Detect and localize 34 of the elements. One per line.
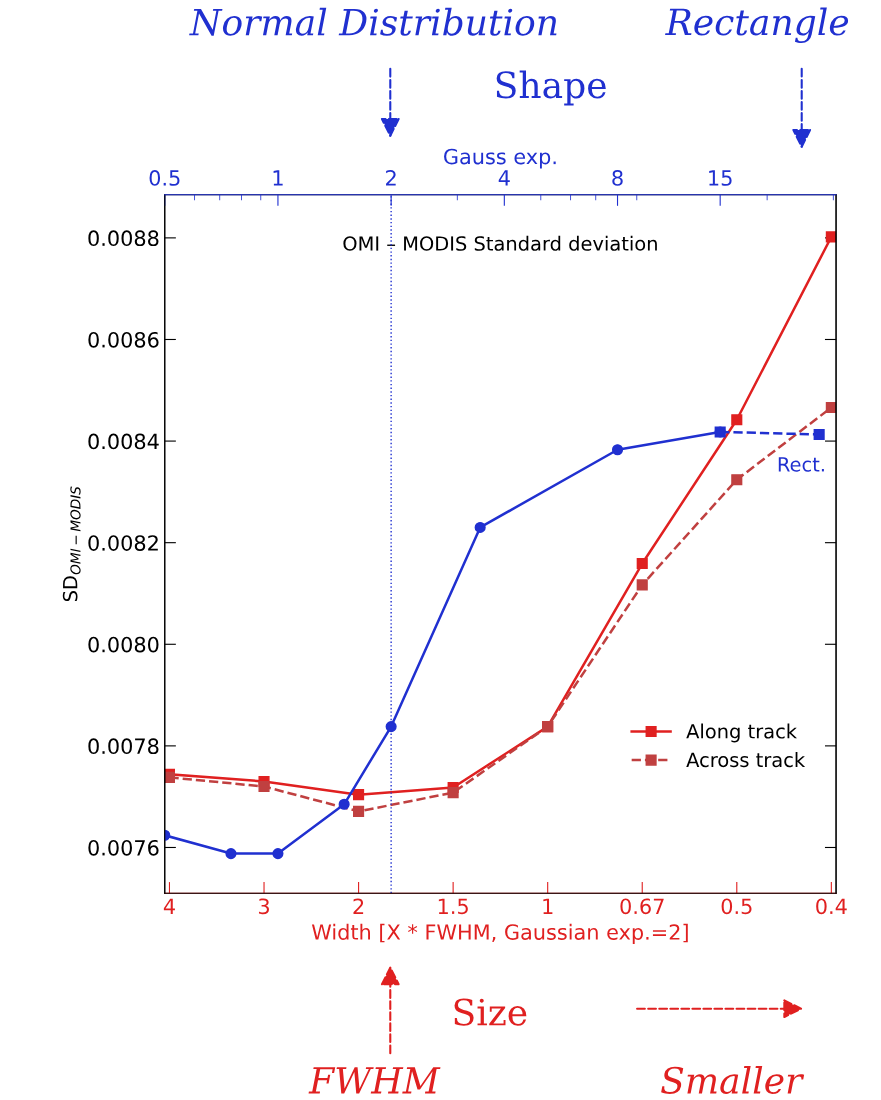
x-axis-title: Width [X * FWHM, Gaussian exp.=2] — [311, 923, 688, 944]
y-tick-label: 0.0078 — [88, 738, 159, 755]
y-tick-label: 0.0080 — [88, 636, 159, 653]
y-axis-title: SD$_{OMI−MODIS}$ — [62, 486, 81, 602]
y-tick-label: 0.0084 — [88, 433, 159, 450]
x2-axis-title: Gauss exp. — [444, 148, 556, 169]
x-tick-label: 2 — [353, 898, 364, 914]
x-tick-label: 3 — [258, 898, 269, 915]
text: Size — [454, 998, 527, 1026]
text: OMI – MODIS Standard deviation — [343, 235, 657, 251]
legend-label: Along track — [686, 723, 797, 743]
x2-tick-label: 0.5 — [149, 170, 180, 186]
legend-label: Across track — [686, 752, 806, 768]
text: Rectangle — [665, 7, 849, 44]
x-tick-label: 1.5 — [438, 898, 468, 915]
x-tick-label: 4 — [163, 898, 175, 914]
y-tick-label: 0.0088 — [88, 230, 159, 247]
x-tick-label: 0.67 — [620, 898, 664, 915]
y-tick-label: 0.0082 — [88, 535, 158, 551]
text: Smaller — [661, 1066, 805, 1094]
text: FWHM — [308, 1067, 441, 1094]
x-tick-label: 0.5 — [721, 898, 752, 915]
x2-tick-label: 2 — [386, 170, 396, 186]
text: Shape — [496, 70, 606, 106]
x2-tick-label: 8 — [612, 170, 623, 186]
y-tick-label: 0.0086 — [88, 331, 159, 348]
x2-tick-label: 1 — [273, 170, 283, 186]
y-tick-label: 0.0076 — [88, 839, 159, 856]
text: Normal Distribution — [189, 7, 557, 36]
x2-tick-label: 15 — [709, 170, 732, 186]
x2-tick-label: 4 — [498, 170, 510, 186]
x-tick-label: 1 — [543, 898, 553, 914]
x-tick-label: 0.4 — [816, 898, 847, 915]
annotation: Rect. — [778, 457, 824, 472]
